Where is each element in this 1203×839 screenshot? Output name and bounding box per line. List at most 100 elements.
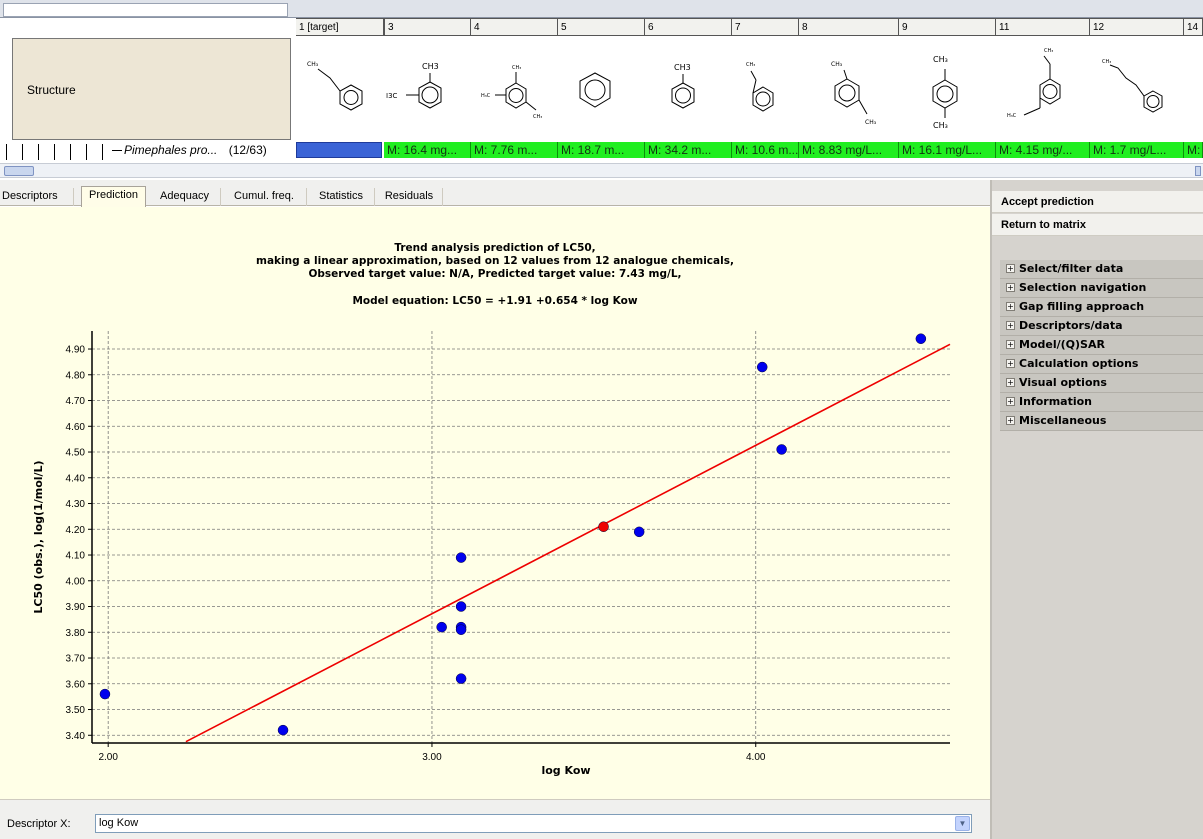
section-information[interactable]: + Information — [1000, 393, 1203, 412]
data-value-cell[interactable]: M: 7.76 m... — [471, 142, 558, 158]
data-point[interactable] — [776, 444, 787, 455]
points-layer[interactable] — [99, 333, 927, 736]
expand-plus-icon[interactable]: + — [1006, 397, 1015, 406]
y-tick-label: 4.20 — [66, 525, 86, 536]
column-header-12[interactable]: 12 — [1090, 18, 1184, 36]
data-point[interactable] — [436, 621, 447, 633]
structure-ethylbenzene[interactable]: CH₃ — [732, 38, 799, 140]
scrollbar-thumb[interactable] — [4, 166, 34, 176]
data-value-cell[interactable]: M: 8.83 mg/L... — [799, 142, 899, 158]
scrollbar-right-handle[interactable] — [1195, 166, 1201, 176]
x-tick-label: 2.00 — [98, 752, 118, 763]
column-header-7[interactable]: 7 — [732, 18, 799, 36]
tab-residuals[interactable]: Residuals — [376, 188, 443, 206]
tab-prediction[interactable]: Prediction — [81, 186, 146, 207]
structure-propylbenzene[interactable]: CH₃ — [296, 38, 384, 140]
tab-adequacy[interactable]: Adequacy — [149, 188, 221, 206]
methyl-label: H₃C — [1007, 113, 1017, 119]
methyl-label: H₃C — [481, 93, 491, 99]
methyl-label: I3C — [386, 92, 398, 100]
column-header-5[interactable]: 5 — [558, 18, 645, 36]
expand-plus-icon[interactable]: + — [1006, 378, 1015, 387]
y-tick-label: 4.60 — [66, 422, 86, 433]
descriptor-x-select[interactable]: log Kow ▼ — [95, 814, 972, 833]
data-value-cell[interactable]: M: 16.1 mg/L... — [899, 142, 996, 158]
data-point[interactable] — [915, 333, 927, 344]
data-point[interactable] — [455, 624, 467, 635]
expand-plus-icon[interactable]: + — [1006, 416, 1015, 425]
data-value-cell[interactable]: M: 10.6 m... — [732, 142, 799, 158]
x-tick-label: 4.00 — [746, 752, 766, 763]
section-label: Selection navigation — [1019, 281, 1147, 294]
data-point[interactable] — [455, 601, 467, 612]
return-to-matrix-button[interactable]: Return to matrix — [992, 214, 1203, 236]
column-header-14[interactable]: 14 — [1184, 18, 1203, 36]
column-header-8[interactable]: 8 — [799, 18, 899, 36]
data-value-cell[interactable]: M: — [1184, 142, 1203, 158]
expand-plus-icon[interactable]: + — [1006, 359, 1015, 368]
matrix-horizontal-scrollbar[interactable] — [0, 163, 1203, 178]
section-select-filter-data[interactable]: + Select/filter data — [1000, 260, 1203, 279]
column-header-6[interactable]: 6 — [645, 18, 732, 36]
endpoint-label[interactable]: Pimephales pro... (12/63) — [112, 143, 292, 159]
structure-xylene-ortho[interactable]: CH3 I3C — [384, 38, 471, 140]
section-calculation-options[interactable]: + Calculation options — [1000, 355, 1203, 374]
section-visual-options[interactable]: + Visual options — [1000, 374, 1203, 393]
structure-xylene-meta[interactable]: CH₃ CH₃ — [799, 38, 899, 140]
endpoint-species: Pimephales pro... — [124, 143, 218, 157]
tab-statistics[interactable]: Statistics — [308, 188, 375, 206]
structure-trimethylbenzene[interactable]: CH₃ H₃C CH₃ — [471, 38, 558, 140]
data-point[interactable] — [277, 724, 289, 736]
data-point[interactable] — [756, 361, 768, 373]
structure-cell-partial[interactable] — [1184, 38, 1203, 140]
section-miscellaneous[interactable]: + Miscellaneous — [1000, 412, 1203, 431]
structure-toluene[interactable]: CH3 — [645, 38, 732, 140]
structure-xylene-para[interactable]: CH₃ CH₃ — [899, 38, 996, 140]
column-header-4[interactable]: 4 — [471, 18, 558, 36]
expand-plus-icon[interactable]: + — [1006, 264, 1015, 273]
tab-descriptors[interactable]: Descriptors — [0, 188, 74, 206]
target-value-cell[interactable] — [296, 142, 382, 158]
methyl-label: CH₃ — [512, 65, 521, 71]
column-header-1-target[interactable]: 1 [target] — [296, 18, 384, 36]
column-header-9[interactable]: 9 — [899, 18, 996, 36]
structure-benzene[interactable] — [558, 38, 645, 140]
y-tick-label: 4.00 — [66, 576, 86, 587]
section-label: Model/(Q)SAR — [1019, 338, 1105, 351]
section-selection-navigation[interactable]: + Selection navigation — [1000, 279, 1203, 298]
data-value-cell[interactable]: M: 4.15 mg/... — [996, 142, 1090, 158]
y-axis-title: LC50 (obs.), log(1/mol/L) — [32, 460, 45, 613]
data-value-cell[interactable]: M: 18.7 m... — [558, 142, 645, 158]
tab-cumul-freq[interactable]: Cumul. freq. — [222, 188, 307, 206]
data-value-cell[interactable]: M: 1.7 mg/L... — [1090, 142, 1184, 158]
data-point[interactable] — [455, 673, 467, 684]
expand-plus-icon[interactable]: + — [1006, 340, 1015, 349]
data-point[interactable] — [633, 526, 645, 538]
expand-plus-icon[interactable]: + — [1006, 321, 1015, 330]
section-model-qsar[interactable]: + Model/(Q)SAR — [1000, 336, 1203, 355]
data-value-cell[interactable]: M: 34.2 m... — [645, 142, 732, 158]
methyl-label: CH₃ — [933, 121, 948, 130]
structure-diethylbenzene[interactable]: CH₃ H₃C — [996, 38, 1090, 140]
actions-panel: Accept prediction Return to matrix + Sele… — [990, 180, 1203, 839]
column-header-3[interactable]: 3 — [384, 18, 471, 36]
data-value-cell[interactable]: M: 16.4 mg... — [384, 142, 471, 158]
methyl-label: CH₃ — [831, 61, 843, 68]
data-point[interactable] — [455, 552, 467, 563]
expand-plus-icon[interactable]: + — [1006, 283, 1015, 292]
axis-layer: 3.40 3.50 3.60 3.70 3.80 3.90 4.00 4.10 4.20 4.30… — [32, 331, 950, 777]
structure-butylbenzene[interactable]: CH₃ — [1090, 38, 1184, 140]
column-header-11[interactable]: 11 — [996, 18, 1090, 36]
matrix-corner-cell[interactable] — [3, 3, 288, 17]
target-point[interactable] — [598, 521, 609, 532]
expand-plus-icon[interactable]: + — [1006, 302, 1015, 311]
section-descriptors-data[interactable]: + Descriptors/data — [1000, 317, 1203, 336]
accept-prediction-button[interactable]: Accept prediction — [992, 191, 1203, 213]
tree-lines — [6, 142, 112, 160]
scatter-chart[interactable]: 3.40 3.50 3.60 3.70 3.80 3.90 4.00 4.10 4.20 4.30… — [0, 207, 990, 799]
data-point[interactable] — [99, 688, 111, 700]
chevron-down-icon[interactable]: ▼ — [955, 816, 970, 831]
section-gap-filling-approach[interactable]: + Gap filling approach — [1000, 298, 1203, 317]
trend-line — [185, 343, 951, 743]
methyl-label: CH₃ — [307, 61, 319, 68]
